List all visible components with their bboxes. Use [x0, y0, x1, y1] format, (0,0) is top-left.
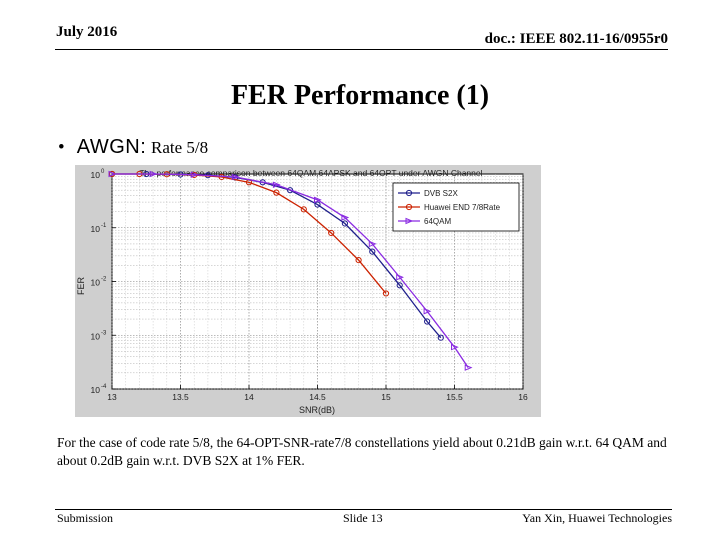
- data-point: [231, 173, 240, 181]
- data-point: [451, 343, 459, 351]
- legend-marker: [405, 217, 414, 225]
- performance-note: For the case of code rate 5/8, the 64-OP…: [57, 435, 667, 468]
- bullet-symbol: •: [58, 137, 65, 158]
- series-layer: [108, 170, 473, 371]
- header-date: July 2016: [56, 24, 118, 40]
- y-tick-label: 10: [91, 331, 101, 341]
- y-axis-label: FER: [76, 276, 86, 295]
- y-tick-exponent: -3: [101, 330, 107, 336]
- data-point: [424, 318, 431, 325]
- data-point: [423, 307, 432, 315]
- y-tick-label: 10: [91, 385, 101, 395]
- y-tick-label: 10: [91, 170, 101, 180]
- header-document-id: doc.: IEEE 802.11-16/0955r0: [484, 31, 668, 47]
- footer-submission: Submission: [57, 511, 114, 525]
- header-divider: [55, 49, 668, 50]
- slide-title: FER Performance (1): [230, 80, 490, 111]
- y-tick-exponent: -4: [101, 384, 107, 390]
- data-point: [396, 273, 405, 281]
- data-point: [314, 196, 322, 204]
- data-point: [368, 240, 377, 248]
- data-point: [314, 201, 321, 208]
- data-point: [273, 189, 280, 196]
- series-line: [112, 173, 469, 368]
- data-point: [355, 257, 362, 264]
- data-point: [328, 229, 335, 237]
- footer-slide-number: Slide 13: [343, 511, 383, 525]
- y-tick-exponent: 0: [101, 169, 105, 175]
- bullet-awgn: • AWGN: Rate 5/8: [58, 136, 208, 159]
- x-tick-label: 13.5: [172, 392, 189, 402]
- x-tick-label: 15: [381, 392, 391, 402]
- y-tick-label: 10: [91, 224, 101, 234]
- series-2: [108, 170, 473, 371]
- legend-label: 64QAM: [424, 217, 451, 226]
- legend-marker: [405, 189, 413, 197]
- legend-label: Huawei END 7/8Rate: [424, 203, 501, 212]
- x-tick-label: 14: [244, 392, 254, 402]
- data-point: [396, 282, 403, 289]
- x-tick-label: 14.5: [309, 392, 326, 402]
- chart-title: The performance comparison between 64QAM…: [139, 168, 482, 178]
- legend-marker: [405, 203, 413, 211]
- data-point: [464, 364, 473, 371]
- data-point: [108, 170, 117, 178]
- chart-legend: DVB S2X Huawei END 7/8Rate 64QAM: [392, 182, 520, 232]
- fer-chart: 13 13.5 14 14.5 15 15.5 16 10 0 10 -1 10 -2 10 -3 10 -4 …: [75, 165, 541, 417]
- footer-author: Yan Xin, Huawei Technologies: [522, 511, 672, 525]
- data-point: [190, 171, 199, 178]
- data-point: [437, 334, 444, 341]
- x-tick-label: 15.5: [446, 392, 463, 402]
- legend-label: DVB S2X: [424, 189, 458, 198]
- x-tick-label: 16: [518, 392, 528, 402]
- bullet-label: AWGN:: [76, 136, 147, 158]
- y-tick-exponent: -1: [101, 223, 107, 229]
- data-point: [272, 181, 281, 189]
- y-tick-label: 10: [91, 278, 101, 288]
- footer-divider: [55, 509, 672, 510]
- data-point: [300, 206, 307, 213]
- data-point: [149, 170, 158, 178]
- y-tick-exponent: -2: [101, 277, 107, 283]
- data-point: [341, 214, 350, 221]
- x-axis-label: SNR(dB): [299, 405, 335, 415]
- data-point: [382, 290, 390, 297]
- data-point: [369, 248, 376, 255]
- x-tick-label: 13: [107, 392, 117, 402]
- data-point: [341, 220, 348, 227]
- bullet-rate: Rate 5/8: [151, 138, 209, 157]
